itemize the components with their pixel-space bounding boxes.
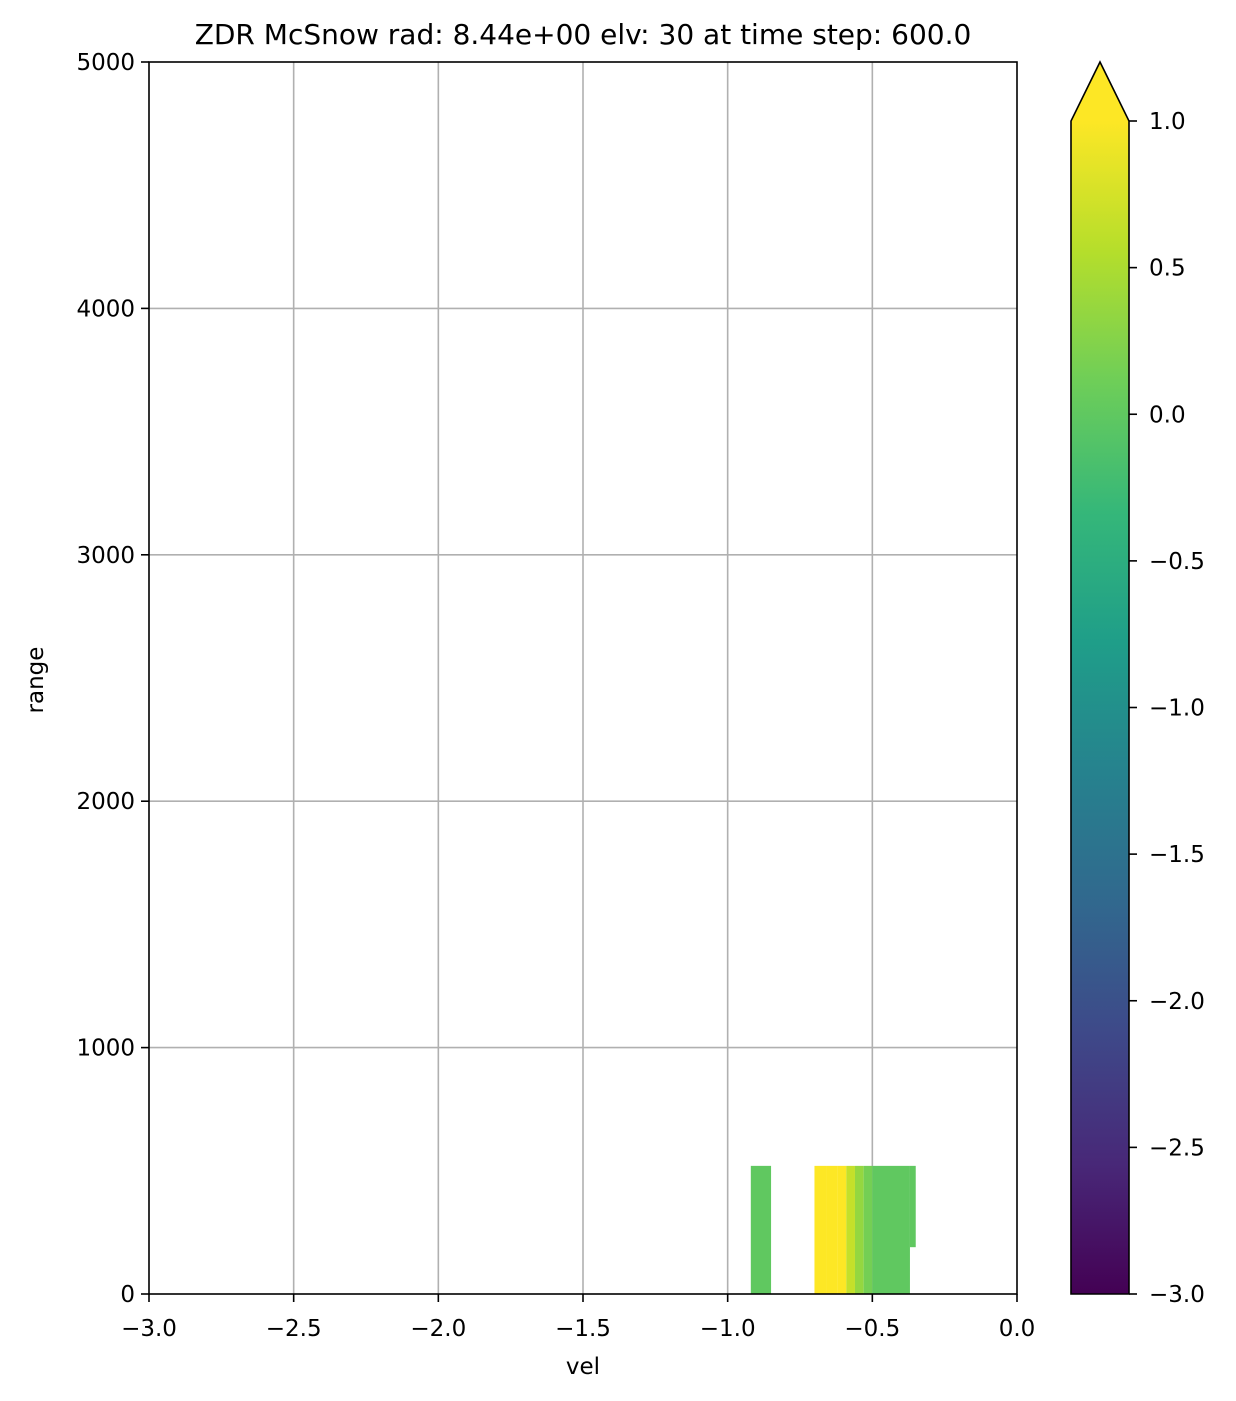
heatmap-cell bbox=[854, 1165, 864, 1294]
colorbar-tick-label: 0.5 bbox=[1149, 256, 1186, 282]
y-tick-label: 5000 bbox=[76, 50, 135, 76]
colorbar: −3.0 −2.5 −2.0 −1.5 −1.0 −0.5 0.0 0.5 1.0 bbox=[1070, 60, 1205, 1308]
heatmap-cell bbox=[750, 1165, 772, 1294]
y-axis-label: range bbox=[23, 647, 49, 714]
y-tick-label: 4000 bbox=[76, 296, 135, 322]
x-tick-label: −1.5 bbox=[555, 1316, 611, 1342]
colorbar-tick-label: −1.5 bbox=[1149, 842, 1205, 868]
heatmap-cell bbox=[909, 1165, 916, 1248]
colorbar-tick-label: −1.0 bbox=[1149, 696, 1205, 722]
x-tick-label: −3.0 bbox=[121, 1316, 177, 1342]
y-axis-ticks: 0 1000 2000 3000 4000 5000 bbox=[76, 50, 149, 1308]
x-tick-label: −2.5 bbox=[266, 1316, 322, 1342]
x-tick-label: 0.0 bbox=[999, 1316, 1036, 1342]
heatmap-cells bbox=[750, 1165, 916, 1294]
x-tick-label: −1.0 bbox=[700, 1316, 756, 1342]
colorbar-extend-arrow bbox=[1071, 62, 1129, 121]
heatmap-cell bbox=[863, 1165, 873, 1294]
y-tick-label: 3000 bbox=[76, 543, 135, 569]
colorbar-gradient bbox=[1071, 121, 1129, 1294]
colorbar-tick-label: −2.0 bbox=[1149, 989, 1205, 1015]
heatmap-cell bbox=[814, 1165, 827, 1294]
x-tick-label: −2.0 bbox=[410, 1316, 466, 1342]
grid-lines bbox=[149, 62, 1017, 1294]
x-axis-label: vel bbox=[566, 1354, 600, 1380]
heatmap-cell bbox=[826, 1165, 838, 1294]
colorbar-tick-label: 1.0 bbox=[1149, 109, 1186, 135]
x-tick-label: −0.5 bbox=[844, 1316, 900, 1342]
y-tick-label: 2000 bbox=[76, 789, 135, 815]
colorbar-tick-label: 0.0 bbox=[1149, 402, 1186, 428]
heatmap-cell bbox=[837, 1165, 847, 1294]
heatmap-cell bbox=[846, 1165, 855, 1294]
chart-title: ZDR McSnow rad: 8.44e+00 elv: 30 at time… bbox=[195, 18, 972, 51]
colorbar-tick-label: −3.0 bbox=[1149, 1282, 1205, 1308]
y-tick-label: 1000 bbox=[76, 1036, 135, 1062]
y-tick-label: 0 bbox=[120, 1282, 135, 1308]
x-axis-ticks: −3.0 −2.5 −2.0 −1.5 −1.0 −0.5 0.0 bbox=[121, 1294, 1035, 1342]
colorbar-tick-label: −2.5 bbox=[1149, 1135, 1205, 1161]
colorbar-outline bbox=[1070, 60, 1130, 1295]
colorbar-tick-label: −0.5 bbox=[1149, 549, 1205, 575]
heatmap-cell bbox=[872, 1165, 910, 1294]
